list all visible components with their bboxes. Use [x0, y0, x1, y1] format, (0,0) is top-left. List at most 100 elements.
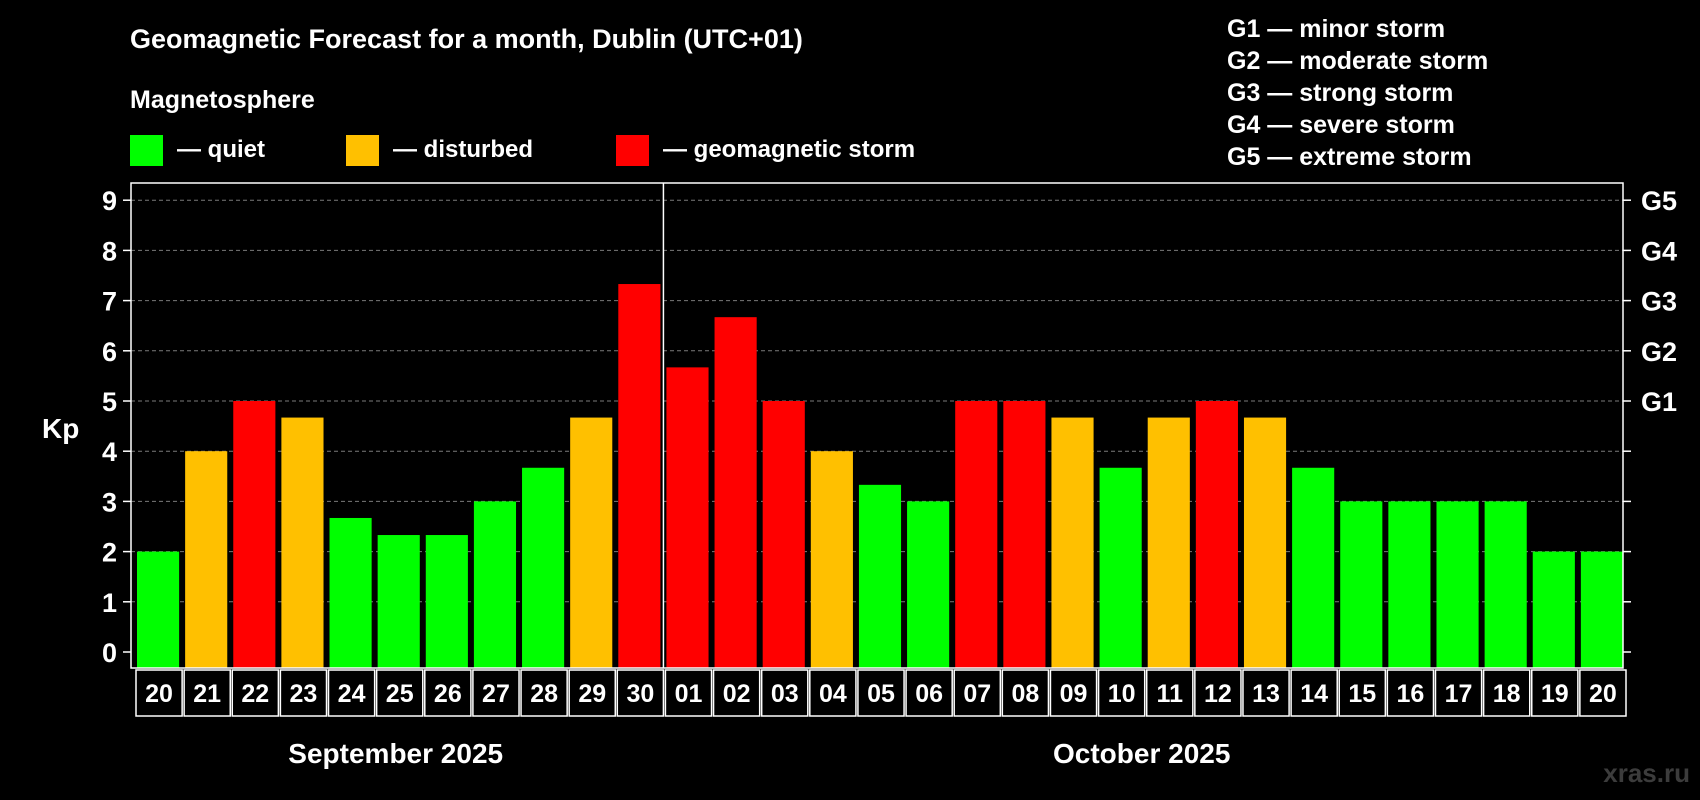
bar	[1340, 501, 1383, 668]
x-tick-label: 20	[1589, 680, 1617, 708]
day-cell	[953, 669, 1002, 717]
day-cell	[1434, 669, 1483, 717]
chart-subtitle: Magnetosphere	[130, 86, 315, 114]
g-scale-label: G2	[1641, 337, 1677, 367]
x-tick-label: 11	[1157, 680, 1184, 708]
x-tick-label: 02	[723, 680, 751, 708]
x-tick-label: 19	[1541, 680, 1569, 708]
bar	[1099, 467, 1142, 668]
day-cell	[279, 669, 328, 717]
day-cell	[1049, 669, 1098, 717]
bar	[522, 467, 565, 668]
plot-frame	[130, 182, 1624, 669]
day-cell	[1290, 669, 1338, 717]
g-scale-label: G4	[1641, 236, 1677, 266]
bar	[1436, 501, 1479, 668]
x-tick-label: 14	[1300, 680, 1328, 708]
day-cell	[1242, 669, 1290, 717]
bars	[137, 284, 1623, 668]
legend-label-disturbed: — disturbed	[393, 136, 533, 163]
y-tick-label: 5	[102, 387, 117, 417]
storm-scale-g3: G3 — strong storm	[1227, 79, 1453, 107]
bar	[233, 401, 276, 668]
bar	[1484, 501, 1527, 668]
day-cell	[1194, 669, 1242, 717]
x-tick-label: 22	[241, 680, 269, 708]
day-cell	[905, 669, 953, 717]
day-cell	[1338, 669, 1387, 717]
day-cell	[712, 669, 761, 717]
x-tick-label: 01	[675, 680, 703, 708]
x-tick-label: 12	[1204, 680, 1232, 708]
x-tick-label: 04	[819, 680, 847, 708]
bar	[185, 451, 228, 668]
y-tick-label: 9	[102, 186, 117, 216]
month-labels: September 2025 October 2025	[288, 738, 1230, 769]
x-tick-label: 27	[482, 680, 510, 708]
x-tick-label: 07	[963, 680, 991, 708]
day-cell	[231, 669, 280, 717]
bar	[1292, 467, 1335, 668]
bar	[762, 401, 805, 668]
day-cell	[1001, 669, 1050, 717]
x-tick-label: 06	[915, 680, 943, 708]
bar	[618, 284, 661, 668]
day-cell	[760, 669, 809, 717]
day-cell	[1145, 669, 1194, 717]
bar	[1532, 551, 1575, 668]
y-axis-label: Kp	[42, 413, 79, 444]
x-tick-label: 09	[1060, 680, 1088, 708]
month-label: September 2025	[288, 738, 503, 769]
y-tick-label: 7	[102, 287, 117, 317]
day-cell	[1579, 669, 1627, 717]
day-label-cells: 20 21 22 23 24 25 26 27 28 29 30 01 02 03 04 05 06 07 08 09…	[135, 669, 1627, 717]
x-tick-label: 05	[867, 680, 895, 708]
x-tick-label: 28	[530, 680, 558, 708]
g-scale-label: G3	[1641, 287, 1677, 317]
storm-scale-g4: G4 — severe storm	[1227, 111, 1455, 139]
day-cell	[472, 669, 520, 717]
bar	[137, 551, 180, 668]
bar	[570, 417, 613, 668]
bar	[858, 484, 902, 668]
bar	[1003, 401, 1046, 668]
x-tick-label: 20	[145, 680, 173, 708]
y-tick-label: 3	[102, 487, 117, 517]
bar	[281, 417, 324, 668]
bar	[1388, 501, 1431, 668]
y-tick-label: 1	[102, 588, 117, 618]
day-cell	[1482, 669, 1531, 717]
day-cell	[135, 669, 183, 717]
bar	[377, 535, 420, 668]
x-tick-label: 23	[290, 680, 318, 708]
y-tick-label: 4	[102, 437, 117, 467]
day-cell	[1530, 669, 1579, 717]
day-cell	[183, 669, 232, 717]
bar	[810, 451, 853, 668]
x-tick-label: 18	[1493, 680, 1521, 708]
storm-scale-legend: G1 — minor storm G2 — moderate storm G3 …	[1227, 15, 1488, 171]
day-cell	[424, 669, 472, 717]
bar	[1243, 417, 1287, 668]
bar	[666, 367, 709, 668]
x-tick-label: 10	[1108, 680, 1136, 708]
bar	[425, 535, 468, 668]
y-tick-label: 8	[102, 236, 117, 266]
day-cell	[616, 669, 665, 717]
bar	[714, 317, 757, 668]
day-cell	[520, 669, 568, 717]
x-tick-label: 16	[1397, 680, 1425, 708]
x-tick-label: 29	[578, 680, 606, 708]
legend-swatch-disturbed	[346, 135, 379, 166]
bar	[1147, 417, 1190, 668]
g-scale-label: G5	[1641, 186, 1677, 216]
bar	[1195, 401, 1238, 668]
g-scale-tick-labels: G1 G2 G3 G4 G5	[1641, 186, 1677, 417]
legend-swatch-quiet	[130, 135, 163, 166]
storm-scale-g1: G1 — minor storm	[1227, 15, 1445, 43]
g-scale-label: G1	[1641, 387, 1677, 417]
legend-swatch-storm	[616, 135, 649, 166]
bar	[907, 501, 950, 668]
y-tick-label: 0	[102, 638, 117, 668]
bar	[1580, 551, 1623, 668]
